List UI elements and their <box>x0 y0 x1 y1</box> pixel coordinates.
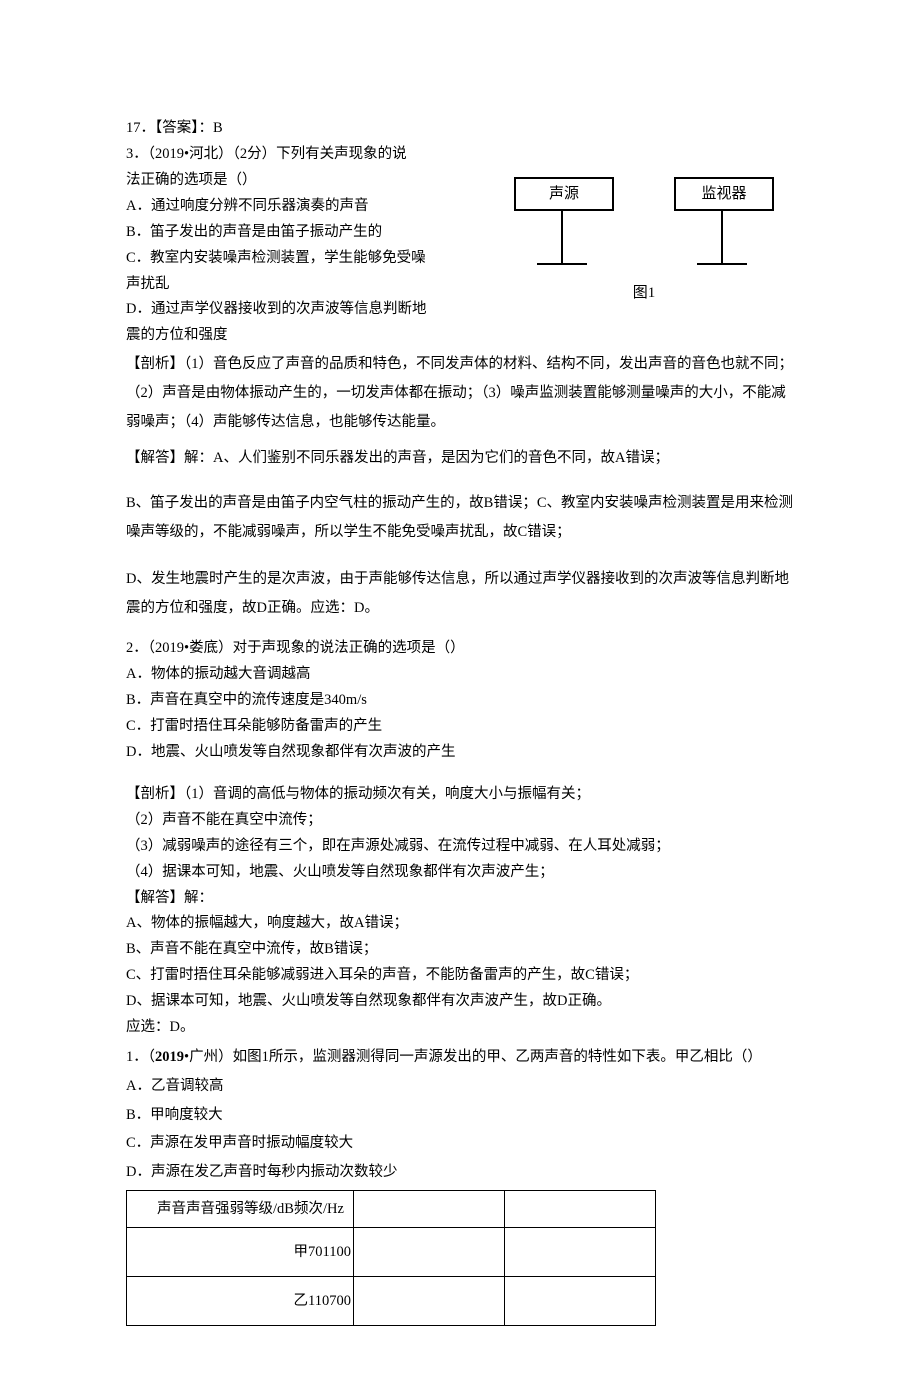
q2-solve-b: B、声音不能在真空中流传，故B错误； <box>126 938 794 962</box>
q1-table: 声音声音强弱等级/dB频次/Hz 甲701100 乙110700 <box>126 1190 656 1326</box>
q2-option-b: B．声音在真空中的流传速度是340m/s <box>126 689 794 713</box>
q2-analysis-3: （3）减弱噪声的途径有三个，即在声源处减弱、在流传过程中减弱、在人耳处减弱； <box>126 835 794 859</box>
q2-stem: 2．（2019•娄底）对于声现象的说法正确的选项是（） <box>126 637 794 661</box>
q2-block: 2．（2019•娄底）对于声现象的说法正确的选项是（） A．物体的振动越大音调越… <box>126 637 794 1040</box>
q1-stem-bold: 2019 <box>155 1049 184 1065</box>
q2-solve-0: 【解答】解： <box>126 887 794 911</box>
q1-table-r2-c2 <box>354 1277 505 1326</box>
q1-table-r2-c1: 乙110700 <box>127 1277 354 1326</box>
q2-option-c: C．打雷时捂住耳朵能够防备雷声的产生 <box>126 715 794 739</box>
diagram-box-source: 声源 <box>514 177 614 211</box>
q3-option-d-l2: 震的方位和强度 <box>126 324 466 348</box>
q2-solve-c: C、打雷时捂住耳朵能够减弱进入耳朵的声音，不能防备雷声的产生，故C错误； <box>126 964 794 988</box>
q2-analysis-4: （4）据课本可知，地震、火山喷发等自然现象都伴有次声波产生； <box>126 861 794 885</box>
q17-answer-text: 17．【答案】：B <box>126 117 794 141</box>
q3-stem-l1: 3．（2019•河北）（2分）下列有关声现象的说 <box>126 143 466 167</box>
q1-table-h-c2 <box>354 1191 505 1228</box>
q2-solve-a: A、物体的振幅越大，响度越大，故A错误； <box>126 912 794 936</box>
q1-option-c: C．声源在发甲声音时振动幅度较大 <box>126 1130 794 1157</box>
q1-block: 1．（2019•广州）如图1所示，监测器测得同一声源发出的甲、乙两声音的特性如下… <box>126 1044 794 1326</box>
q1-table-row-2: 乙110700 <box>127 1277 656 1326</box>
q1-option-d: D．声源在发乙声音时每秒内振动次数较少 <box>126 1159 794 1186</box>
q2-analysis-1: 【剖析】（1）音调的高低与物体的振动频次有关，响度大小与振幅有关； <box>126 783 794 807</box>
q1-option-a: A．乙音调较高 <box>126 1073 794 1100</box>
diagram-base-right <box>697 263 747 265</box>
q3-option-a: A．通过响度分辨不同乐器演奏的声音 <box>126 195 466 219</box>
diagram-monitor-label: 监视器 <box>701 182 746 207</box>
diagram-leg-right <box>721 209 723 263</box>
q1-stem-pre: 1．（ <box>126 1049 155 1065</box>
q1-stem-post: •广州）如图1所示，监测器测得同一声源发出的甲、乙两声音的特性如下表。甲乙相比（… <box>184 1049 762 1065</box>
q2-final: 应选：D。 <box>126 1016 794 1040</box>
diagram-box-monitor: 监视器 <box>674 177 774 211</box>
diagram-leg-left <box>561 209 563 263</box>
q3-solve-bc: B、笛子发出的声音是由笛子内空气柱的振动产生的，故B错误；C、教室内安装噪声检测… <box>126 489 794 547</box>
diagram-source-label: 声源 <box>549 182 579 207</box>
q3-option-b: B．笛子发出的声音是由笛子振动产生的 <box>126 221 466 245</box>
q2-analysis-2: （2）声音不能在真空中流传； <box>126 809 794 833</box>
q17-answer: 17．【答案】：B <box>126 117 794 141</box>
q3-option-d-l1: D．通过声学仪器接收到的次声波等信息判断地 <box>126 298 466 322</box>
q3-option-c-l1: C．教室内安装噪声检测装置，学生能够免受噪 <box>126 247 466 271</box>
diagram-caption: 图1 <box>614 281 674 306</box>
q1-table-r1-c2 <box>354 1228 505 1277</box>
q1-table-header: 声音声音强弱等级/dB频次/Hz <box>127 1191 354 1228</box>
q3-analysis: 【剖析】（1）音色反应了声音的品质和特色，不同发声体的材料、结构不同，发出声音的… <box>126 350 794 437</box>
q2-option-a: A．物体的振动越大音调越高 <box>126 663 794 687</box>
q1-table-r1-c3 <box>505 1228 656 1277</box>
q2-solve-d: D、据课本可知，地震、火山喷发等自然现象都伴有次声波产生，故D正确。 <box>126 990 794 1014</box>
q3-stem-l2: 法正确的选项是（） <box>126 169 466 193</box>
q3-solve-a: 【解答】解：A、人们鉴别不同乐器发出的声音，是因为它们的音色不同，故A错误； <box>126 447 794 471</box>
diagram-base-left <box>537 263 587 265</box>
q2-option-d: D．地震、火山喷发等自然现象都伴有次声波的产生 <box>126 741 794 765</box>
q3-solve-d: D、发生地震时产生的是次声波，由于声能够传达信息，所以通过声学仪器接收到的次声波… <box>126 565 794 623</box>
q1-table-r2-c3 <box>505 1277 656 1326</box>
q1-table-h-c3 <box>505 1191 656 1228</box>
q1-table-header-row: 声音声音强弱等级/dB频次/Hz <box>127 1191 656 1228</box>
q1-option-b: B．甲响度较大 <box>126 1102 794 1129</box>
q1-stem: 1．（2019•广州）如图1所示，监测器测得同一声源发出的甲、乙两声音的特性如下… <box>126 1044 794 1071</box>
q1-table-row-1: 甲701100 <box>127 1228 656 1277</box>
q1-table-r1-c1: 甲701100 <box>127 1228 354 1277</box>
figure-1-diagram: 声源 监视器 图1 <box>504 155 794 305</box>
q3-option-c-l2: 声扰乱 <box>126 273 466 297</box>
